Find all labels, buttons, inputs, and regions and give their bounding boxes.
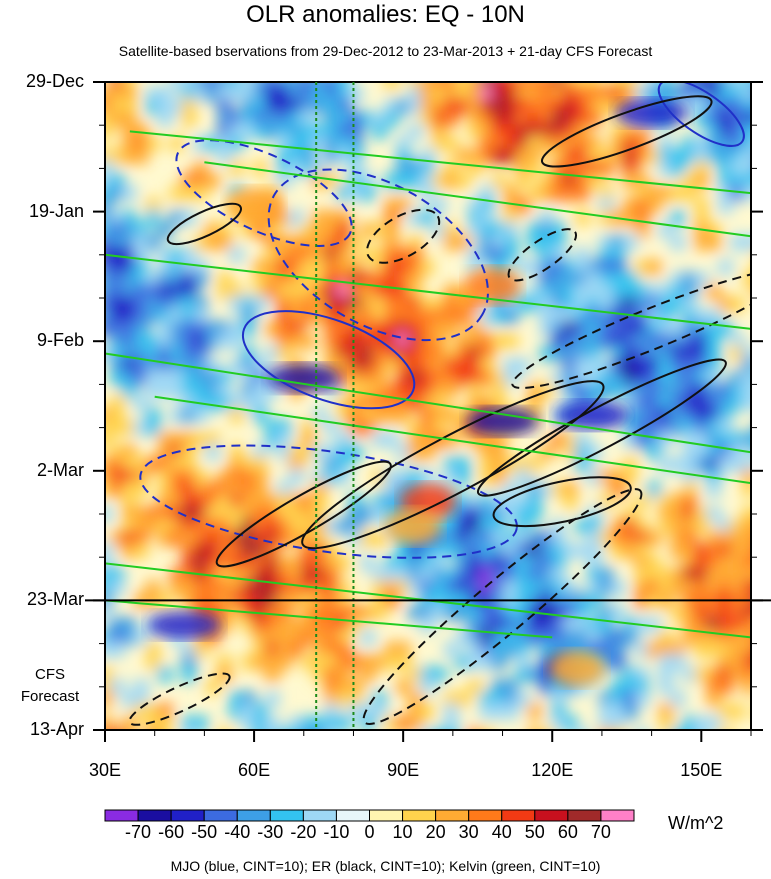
colorbar-tick-label: -20 — [290, 822, 317, 842]
colorbar-tick-label: 50 — [524, 822, 545, 842]
plot-frame — [85, 81, 771, 742]
colorbar-tick-label: 10 — [392, 822, 413, 842]
colorbar-swatch — [435, 809, 470, 822]
colorbar-swatch — [335, 809, 370, 822]
y-tick-label: 29-Dec — [25, 71, 84, 91]
mjo-contour — [139, 444, 518, 559]
x-tick-label: 120E — [531, 760, 574, 780]
kelvin-contour — [129, 130, 751, 195]
colorbar-tick-label: -30 — [257, 822, 284, 842]
er-contour — [362, 488, 643, 725]
er-contour — [511, 268, 751, 390]
kelvin-contour — [105, 599, 553, 639]
colorbar-tick-label: 0 — [364, 822, 375, 842]
mjo-contour — [241, 310, 416, 410]
legend-note: MJO (blue, CINT=10); ER (black, CINT=10)… — [170, 858, 601, 874]
er-contour — [215, 460, 392, 568]
er-contour — [540, 95, 713, 168]
y-tick-label: 13-Apr — [29, 719, 84, 739]
er-contour — [128, 672, 231, 726]
colorbar-swatch — [203, 809, 238, 822]
y-tick-label: 9-Feb — [36, 330, 84, 351]
colorbar-tick-label: -10 — [323, 822, 350, 842]
y-tick-label: 23-Mar — [26, 589, 84, 610]
colorbar-tick-label: 30 — [458, 822, 479, 842]
y-tick-label: 19-Jan — [28, 200, 84, 221]
kelvin-contour — [105, 253, 751, 330]
colorbar-swatch — [104, 809, 139, 822]
colorbar-swatch — [302, 809, 337, 822]
x-tick-label: 30E — [88, 760, 122, 780]
forecast-label-line2: Forecast — [20, 688, 80, 705]
colorbar-tick-label: -40 — [224, 822, 251, 842]
colorbar-swatch — [534, 809, 569, 822]
colorbar-tick-label: -60 — [158, 822, 185, 842]
er-contour — [507, 228, 578, 282]
colorbar-swatch — [170, 809, 205, 822]
colorbar-swatch — [269, 809, 304, 822]
er-contour — [366, 208, 441, 264]
y-tick-label: 2-Mar — [36, 459, 84, 480]
colorbar-swatch — [501, 809, 536, 822]
colorbar-swatch — [369, 809, 404, 822]
chart-subtitle: Satellite-based bservations from 29-Dec-… — [118, 43, 653, 59]
mjo-contour — [657, 82, 745, 147]
olr-anomaly-field — [105, 82, 751, 730]
er-contour — [476, 358, 727, 497]
x-tick-label: 60E — [238, 760, 271, 780]
colorbar-swatch — [402, 809, 437, 822]
colorbar-swatch — [468, 809, 503, 822]
forecast-label-line1: CFS — [35, 666, 65, 683]
colorbar-units: W/m^2 — [668, 813, 724, 833]
colorbar-tick-label: -70 — [125, 822, 152, 842]
kelvin-contour — [154, 395, 751, 485]
colorbar-tick-label: -50 — [191, 822, 218, 842]
colorbar-tick-label: 20 — [425, 822, 446, 842]
x-tick-label: 90E — [387, 760, 420, 780]
colorbar-swatch — [236, 809, 271, 822]
kelvin-contour — [204, 161, 751, 238]
colorbar-tick-label: 60 — [557, 822, 578, 842]
colorbar-swatch — [567, 809, 602, 822]
mjo-contour — [267, 168, 489, 342]
er-contour — [301, 380, 605, 550]
colorbar — [104, 809, 635, 822]
plot-border — [104, 81, 752, 731]
colorbar-tick-label: 40 — [491, 822, 512, 842]
colorbar-tick-label: 70 — [590, 822, 611, 842]
colorbar-swatch — [600, 809, 635, 822]
mjo-contour — [175, 139, 353, 247]
er-contour — [166, 202, 242, 246]
kelvin-contour — [105, 352, 751, 454]
er-contour — [492, 476, 632, 528]
x-tick-label: 150E — [680, 760, 723, 780]
colorbar-swatch — [137, 809, 172, 822]
chart-title: OLR anomalies: EQ - 10N — [246, 1, 525, 28]
